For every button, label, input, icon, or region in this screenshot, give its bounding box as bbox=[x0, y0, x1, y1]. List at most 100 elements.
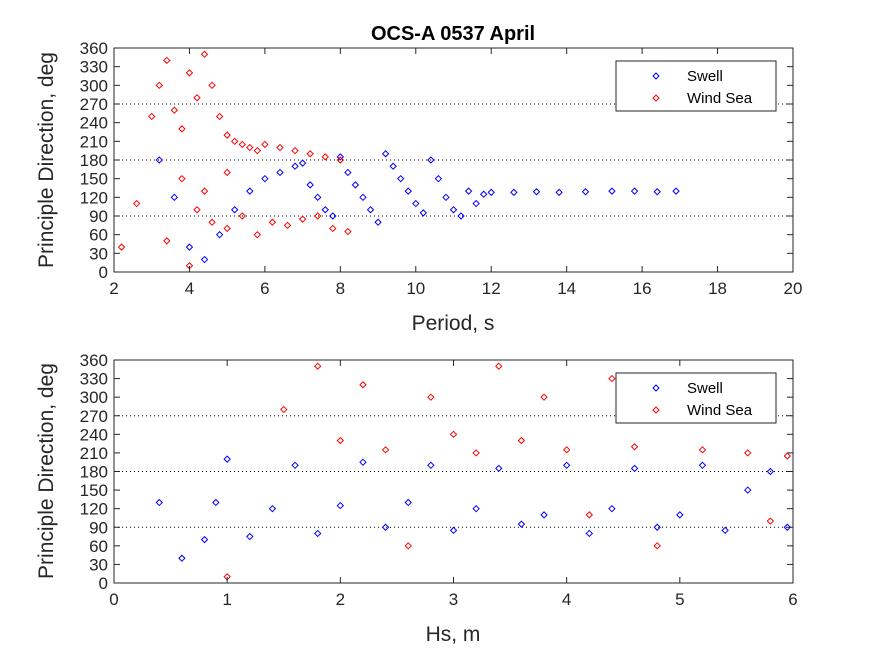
top-legend-wind-sea-marker bbox=[652, 94, 660, 102]
x-tick-label: 4 bbox=[185, 279, 194, 298]
wind-sea-point bbox=[313, 362, 322, 370]
swell-point bbox=[381, 523, 390, 531]
bottom-legend-wind-sea-marker bbox=[652, 406, 660, 414]
swell-point bbox=[672, 187, 680, 195]
swell-point bbox=[374, 218, 382, 226]
y-tick-label: 330 bbox=[80, 370, 108, 389]
wind-sea-point bbox=[132, 199, 141, 208]
wind-sea-point bbox=[783, 452, 792, 460]
swell-point bbox=[464, 187, 473, 195]
swell-point bbox=[608, 504, 616, 513]
swell-point bbox=[419, 209, 428, 217]
y-tick-label: 360 bbox=[80, 39, 108, 58]
y-tick-label: 270 bbox=[80, 95, 108, 114]
wind-sea-point bbox=[540, 393, 548, 401]
swell-point bbox=[261, 174, 269, 183]
swell-point bbox=[344, 168, 352, 177]
swell-point bbox=[321, 206, 329, 214]
wind-sea-point bbox=[178, 174, 186, 183]
bottom-legend-wind-sea: Wind Sea bbox=[687, 402, 753, 419]
wind-sea-point bbox=[276, 143, 284, 152]
wind-sea-point bbox=[208, 81, 216, 90]
wind-sea-point bbox=[223, 224, 231, 233]
bottom-y-axis-label: Principle Direction, deg bbox=[35, 363, 58, 579]
swell-point bbox=[412, 199, 420, 208]
swell-point bbox=[495, 464, 503, 473]
swell-point bbox=[155, 156, 163, 164]
swell-point bbox=[555, 188, 563, 197]
x-tick-label: 6 bbox=[260, 279, 269, 298]
swell-point bbox=[585, 529, 594, 538]
swell-point bbox=[178, 554, 186, 562]
swell-point bbox=[472, 504, 480, 513]
swell-point bbox=[389, 162, 397, 170]
wind-sea-point bbox=[630, 443, 639, 451]
wind-sea-point bbox=[231, 137, 239, 146]
y-tick-label: 120 bbox=[80, 500, 108, 519]
top-plot: 2 4 6 8 10 12 14 16 18 20 03060901201501802102402… bbox=[35, 39, 802, 335]
y-tick-label: 0 bbox=[99, 574, 108, 593]
bottom-legend-box bbox=[615, 372, 777, 424]
y-tick-label: 60 bbox=[89, 537, 108, 556]
swell-point bbox=[653, 188, 661, 196]
top-legend-swell: Swell bbox=[687, 68, 723, 85]
wind-sea-point bbox=[178, 125, 186, 133]
top-x-ticks: 2 4 6 8 10 12 14 16 18 20 bbox=[109, 48, 802, 298]
y-tick-label: 150 bbox=[80, 481, 108, 500]
x-tick-label: 12 bbox=[482, 279, 501, 298]
swell-point bbox=[630, 464, 639, 473]
x-tick-label: 8 bbox=[336, 279, 345, 298]
bottom-swell-points bbox=[155, 455, 792, 562]
swell-point bbox=[170, 193, 179, 202]
wind-sea-point bbox=[163, 56, 171, 65]
swell-point bbox=[532, 188, 541, 196]
swell-point bbox=[540, 511, 548, 519]
swell-point bbox=[313, 529, 322, 538]
swell-point bbox=[608, 187, 616, 195]
y-tick-label: 240 bbox=[80, 114, 108, 133]
wind-sea-point bbox=[313, 212, 322, 220]
swell-point bbox=[630, 187, 639, 195]
wind-sea-point bbox=[117, 243, 126, 251]
x-tick-label: 3 bbox=[449, 590, 458, 609]
wind-sea-point bbox=[298, 215, 307, 223]
wind-sea-point bbox=[215, 112, 224, 121]
swell-point bbox=[744, 486, 752, 494]
swell-point bbox=[351, 181, 360, 189]
y-tick-label: 180 bbox=[80, 151, 108, 170]
swell-point bbox=[562, 461, 571, 470]
wind-sea-point bbox=[170, 106, 179, 114]
wind-sea-point bbox=[495, 362, 503, 370]
swell-point bbox=[298, 159, 307, 167]
swell-point bbox=[783, 523, 792, 531]
swell-point bbox=[359, 193, 367, 202]
wind-sea-point bbox=[223, 168, 231, 177]
swell-point bbox=[306, 181, 314, 189]
swell-point bbox=[721, 526, 729, 535]
top-legend-box bbox=[615, 60, 777, 112]
wind-sea-point bbox=[744, 449, 752, 457]
swell-point bbox=[336, 501, 345, 510]
bottom-legend: Swell Wind Sea bbox=[615, 372, 777, 424]
wind-sea-point bbox=[321, 153, 329, 161]
wind-sea-point bbox=[208, 218, 216, 226]
wind-sea-point bbox=[291, 146, 299, 155]
swell-point bbox=[404, 187, 412, 195]
wind-sea-point bbox=[200, 187, 209, 195]
wind-sea-point bbox=[148, 112, 156, 121]
wind-sea-point bbox=[449, 430, 458, 439]
wind-sea-point bbox=[698, 446, 707, 454]
swell-point bbox=[449, 206, 458, 214]
swell-point bbox=[510, 188, 518, 197]
swell-point bbox=[366, 206, 375, 214]
swell-point bbox=[246, 532, 254, 541]
swell-point bbox=[404, 498, 412, 507]
swell-point bbox=[396, 174, 405, 183]
bottom-plot: 0 1 2 3 4 5 6 03060901201501802102402703003303… bbox=[35, 351, 798, 646]
top-legend: Swell Wind Sea bbox=[615, 60, 777, 112]
top-y-axis-label: Principle Direction, deg bbox=[35, 52, 58, 268]
swell-point bbox=[291, 162, 299, 170]
wind-sea-point bbox=[155, 81, 163, 90]
swell-point bbox=[155, 498, 163, 507]
swell-point bbox=[291, 461, 299, 470]
